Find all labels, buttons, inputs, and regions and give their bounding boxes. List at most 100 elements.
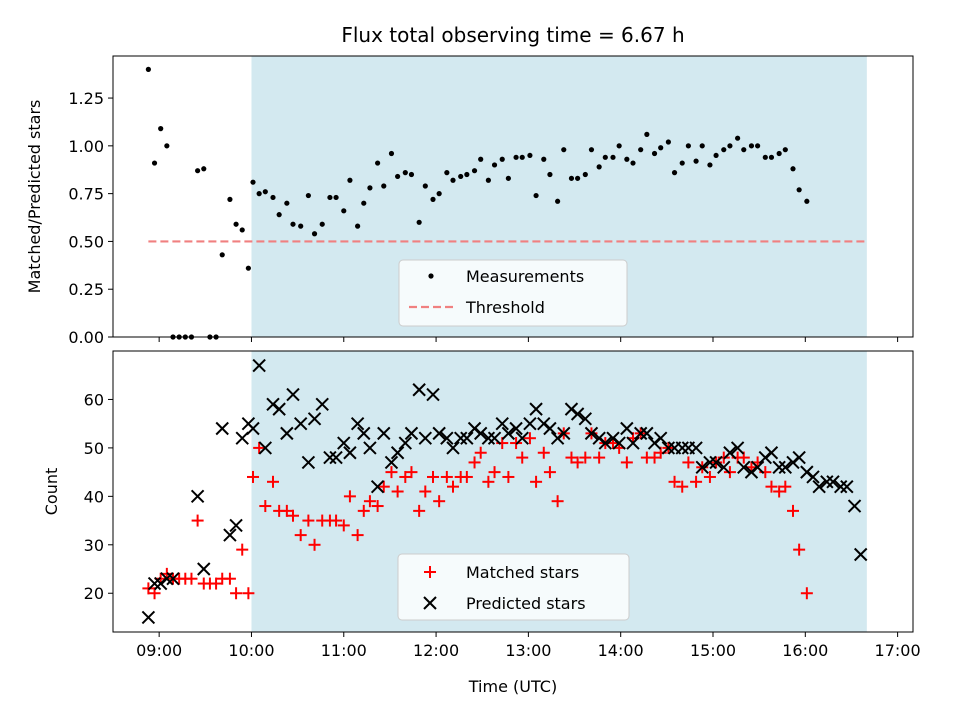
measurement-point	[707, 162, 713, 168]
predicted-star-point	[473, 426, 488, 441]
measurement-point	[233, 221, 239, 227]
ratio-legend-box	[398, 259, 628, 327]
predicted-star-point	[390, 446, 405, 460]
predicted-star-point	[235, 431, 249, 445]
predicted-star-point	[717, 460, 731, 474]
matched-star-point	[236, 543, 249, 556]
measurement-point	[685, 143, 691, 149]
matched-star-point	[302, 514, 315, 527]
predicted-star-point	[847, 499, 862, 513]
measurement-point	[790, 166, 796, 172]
matched-star-point	[440, 470, 453, 483]
measurement-point	[768, 154, 775, 160]
ratio-legend: Measurements Threshold	[398, 259, 628, 327]
y-tick-label: 0.75	[68, 185, 104, 204]
predicted-star-point	[398, 436, 413, 450]
measurement-point	[444, 170, 450, 176]
matched-star-point	[779, 480, 792, 493]
measurement-point	[245, 265, 251, 271]
legend-predicted-glyph	[423, 596, 437, 610]
matched-star-point	[377, 480, 390, 493]
predicted-star-point	[223, 528, 237, 542]
measurement-point	[319, 221, 325, 227]
predicted-star-point	[147, 576, 162, 591]
predicted-star-point	[653, 431, 668, 445]
count-y-ticks: 20 30 40 50 60	[84, 390, 113, 603]
matched-star-point	[185, 572, 198, 585]
count-axes-frame	[112, 350, 914, 633]
predicted-star-point	[384, 455, 399, 470]
predicted-star-point	[258, 441, 273, 455]
predicted-star-point	[370, 479, 385, 494]
matched-star-point	[800, 587, 813, 600]
predicted-star-point	[584, 426, 599, 441]
matched-star-point	[648, 451, 661, 464]
measurement-point	[227, 196, 233, 202]
predicted-star-point	[578, 412, 593, 426]
predicted-star-point	[160, 571, 174, 586]
measurement-point	[471, 168, 478, 174]
matched-star-point	[488, 466, 501, 479]
matched-star-point	[405, 466, 418, 479]
measurement-point	[665, 139, 671, 145]
predicted-star-point	[730, 441, 745, 455]
measurement-point	[341, 208, 347, 214]
count-legend: Matched stars Predicted stars	[397, 553, 630, 621]
predicted-star-point	[523, 416, 537, 431]
predicted-star-point	[840, 479, 854, 494]
predicted-star-point	[293, 416, 308, 431]
measurement-point	[262, 189, 268, 195]
measurement-point	[616, 143, 622, 149]
chart-title: Flux total observing time = 6.67 h	[341, 23, 684, 47]
measurement-point	[762, 154, 768, 160]
predicted-star-point	[820, 475, 834, 489]
ratio-y-ticks: 0.00 0.25 0.50 0.75 1.00 1.25	[68, 89, 113, 347]
predicted-star-point	[723, 446, 737, 460]
measurement-point	[422, 183, 428, 189]
predicted-star-point	[709, 455, 723, 470]
matched-star-point	[343, 490, 356, 503]
x-tick-label: 13:00	[505, 641, 551, 660]
matched-star-point	[474, 446, 487, 459]
measurement-point	[485, 177, 491, 183]
x-tick-label: 11:00	[321, 641, 367, 660]
y-tick-label: 50	[84, 439, 104, 458]
matched-star-point	[385, 466, 398, 479]
predicted-star-point	[543, 421, 557, 436]
measurement-point	[491, 162, 498, 168]
matched-star-point	[259, 500, 272, 513]
matched-star-point	[253, 441, 266, 454]
matched-star-point	[223, 572, 236, 585]
predicted-star-point	[432, 426, 446, 441]
measurement-point	[333, 194, 339, 201]
measurement-point	[416, 219, 422, 225]
matched-star-point	[765, 480, 778, 493]
predicted-star-point	[252, 358, 266, 373]
measurement-point	[219, 252, 225, 258]
measurement-point	[375, 160, 381, 166]
measurement-point	[671, 170, 678, 176]
matched-star-point	[620, 456, 633, 469]
measurement-point	[588, 147, 595, 153]
measurement-point	[395, 173, 401, 180]
measurement-point	[195, 168, 201, 174]
measurement-point	[436, 191, 442, 197]
predicted-star-point	[792, 450, 806, 465]
predicted-star-point	[323, 450, 337, 465]
y-tick-label: 1.00	[68, 137, 104, 156]
matched-star-point	[482, 475, 495, 488]
predicted-star-point	[215, 421, 229, 436]
matched-star-point	[391, 485, 404, 498]
matched-star-point	[337, 519, 350, 532]
matched-star-point	[294, 529, 307, 542]
predicted-star-point	[570, 407, 585, 421]
y-tick-label: 0.25	[68, 280, 104, 299]
predicted-star-point	[440, 431, 454, 445]
measurement-point	[527, 152, 533, 159]
measurement-point	[145, 66, 151, 72]
predicted-star-point	[246, 421, 260, 436]
matched-star-point	[371, 500, 384, 513]
predicted-star-point	[190, 489, 205, 504]
legend-matched-label: Matched stars	[466, 563, 579, 582]
measurement-point	[699, 143, 705, 149]
